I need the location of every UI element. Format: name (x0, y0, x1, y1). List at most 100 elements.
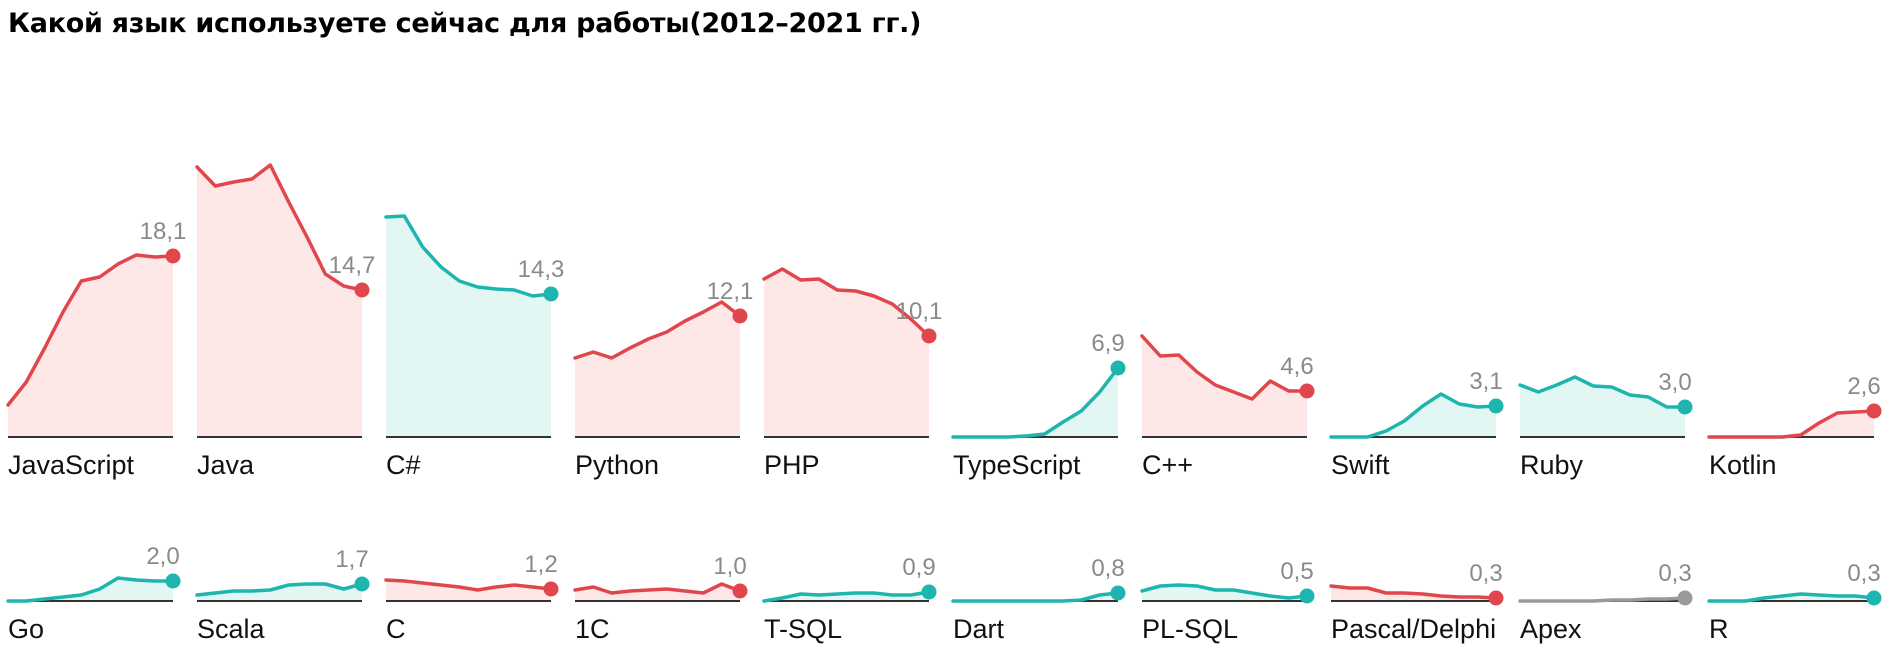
series-line-dart (951, 591, 1120, 603)
series-line-apex (1518, 596, 1687, 603)
language-label-php: PHP (764, 450, 820, 480)
value-label-c: 1,2 (524, 551, 557, 578)
panel-t-sql: 0,9 T-SQL (762, 554, 937, 644)
value-label-swift: 3,1 (1469, 368, 1502, 395)
value-label-scala: 1,7 (335, 546, 368, 573)
panel-c: 4,6 C++ (1140, 334, 1315, 480)
language-label-c: C++ (1142, 450, 1193, 480)
series-line-pl-sql (1140, 583, 1309, 600)
language-label-java: Java (197, 450, 255, 480)
area-fill-typescript (953, 368, 1118, 437)
area-fill-c (386, 216, 551, 437)
series-line-typescript (951, 366, 1120, 439)
endpoint-marker-python (732, 308, 748, 324)
language-label-r: R (1709, 614, 1729, 644)
language-label-pascal-delphi: Pascal/Delphi (1331, 614, 1496, 644)
value-label-r: 0,3 (1847, 560, 1880, 587)
area-fill-kotlin (1709, 411, 1874, 437)
series-line-swift (1329, 392, 1498, 439)
panel-pascal-delphi: 0,3 Pascal/Delphi (1329, 560, 1504, 644)
endpoint-marker-pascal-delphi (1488, 590, 1504, 606)
endpoint-marker-ruby (1677, 399, 1693, 415)
language-label-swift: Swift (1331, 450, 1390, 480)
value-label-ruby: 3,0 (1658, 369, 1691, 396)
language-label-python: Python (575, 450, 659, 480)
language-label-javascript: JavaScript (8, 450, 135, 480)
value-label-dart: 0,8 (1091, 555, 1124, 582)
endpoint-marker-t-sql (921, 584, 937, 600)
endpoint-marker-c (543, 286, 559, 302)
value-label-pl-sql: 0,5 (1280, 558, 1313, 585)
value-label-pascal-delphi: 0,3 (1469, 560, 1502, 587)
endpoint-marker-javascript (165, 248, 181, 264)
endpoint-marker-dart (1110, 585, 1126, 601)
endpoint-marker-c (1299, 383, 1315, 399)
panel-php: 10,1 PHP (762, 267, 943, 480)
endpoint-marker-php (921, 328, 937, 344)
panel-1c: 1,0 1C (573, 553, 748, 644)
panel-apex: 0,3 Apex (1518, 560, 1693, 644)
language-label-c: C# (386, 450, 421, 480)
endpoint-marker-r (1866, 590, 1882, 606)
value-label-c: 4,6 (1280, 353, 1313, 380)
endpoint-marker-1c (732, 583, 748, 599)
area-fill-r (1709, 594, 1874, 601)
language-label-t-sql: T-SQL (764, 614, 842, 644)
language-label-c: C (386, 614, 406, 644)
language-label-kotlin: Kotlin (1709, 450, 1777, 480)
panel-pl-sql: 0,5 PL-SQL (1140, 558, 1315, 644)
value-label-php: 10,1 (896, 298, 943, 325)
series-line-r (1707, 592, 1876, 603)
area-fill-go (8, 578, 173, 601)
series-line-c (384, 214, 553, 298)
endpoint-marker-scala (354, 576, 370, 592)
value-label-go: 2,0 (146, 543, 179, 570)
area-fill-scala (197, 584, 362, 601)
series-line-go (6, 576, 175, 603)
panel-dart: 0,8 Dart (951, 555, 1126, 644)
panel-c: 14,3 C# (384, 214, 565, 480)
value-label-1c: 1,0 (713, 553, 746, 580)
chart-title: Какой язык используете сейчас для работы… (8, 8, 922, 39)
area-fill-1c (575, 584, 740, 601)
panel-ruby: 3,0 Ruby (1518, 369, 1693, 480)
series-line-c (1140, 334, 1309, 401)
language-label-ruby: Ruby (1520, 450, 1584, 480)
value-label-apex: 0,3 (1658, 560, 1691, 587)
panel-kotlin: 2,6 Kotlin (1707, 373, 1882, 480)
panel-swift: 3,1 Swift (1329, 368, 1504, 480)
area-fill-python (575, 302, 740, 437)
value-label-java: 14,7 (329, 252, 376, 279)
language-label-typescript: TypeScript (953, 450, 1081, 480)
value-label-kotlin: 2,6 (1847, 373, 1880, 400)
panel-java: 14,7 Java (195, 163, 376, 480)
language-label-go: Go (8, 614, 44, 644)
endpoint-marker-swift (1488, 398, 1504, 414)
language-label-pl-sql: PL-SQL (1142, 614, 1238, 644)
area-fill-php (764, 269, 929, 437)
series-line-scala (195, 582, 364, 597)
endpoint-marker-java (354, 282, 370, 298)
endpoint-marker-go (165, 573, 181, 589)
language-label-1c: 1C (575, 614, 610, 644)
series-line-java (195, 163, 364, 292)
language-label-dart: Dart (953, 614, 1005, 644)
panel-typescript: 6,9 TypeScript (951, 330, 1126, 480)
series-line-pascal-delphi (1329, 584, 1498, 600)
series-line-kotlin (1707, 409, 1876, 439)
area-fill-java (197, 165, 362, 437)
series-line-php (762, 267, 931, 338)
endpoint-marker-typescript (1110, 360, 1126, 376)
panel-python: 12,1 Python (573, 278, 754, 480)
endpoint-marker-c (543, 581, 559, 597)
value-label-typescript: 6,9 (1091, 330, 1124, 357)
series-line-ruby (1518, 375, 1687, 409)
series-line-c (384, 578, 553, 592)
value-label-c: 14,3 (518, 256, 565, 283)
panel-javascript: 18,1 JavaScript (6, 218, 187, 480)
value-label-javascript: 18,1 (140, 218, 187, 245)
panel-scala: 1,7 Scala (195, 546, 370, 644)
value-label-python: 12,1 (707, 278, 754, 305)
language-label-scala: Scala (197, 614, 266, 644)
